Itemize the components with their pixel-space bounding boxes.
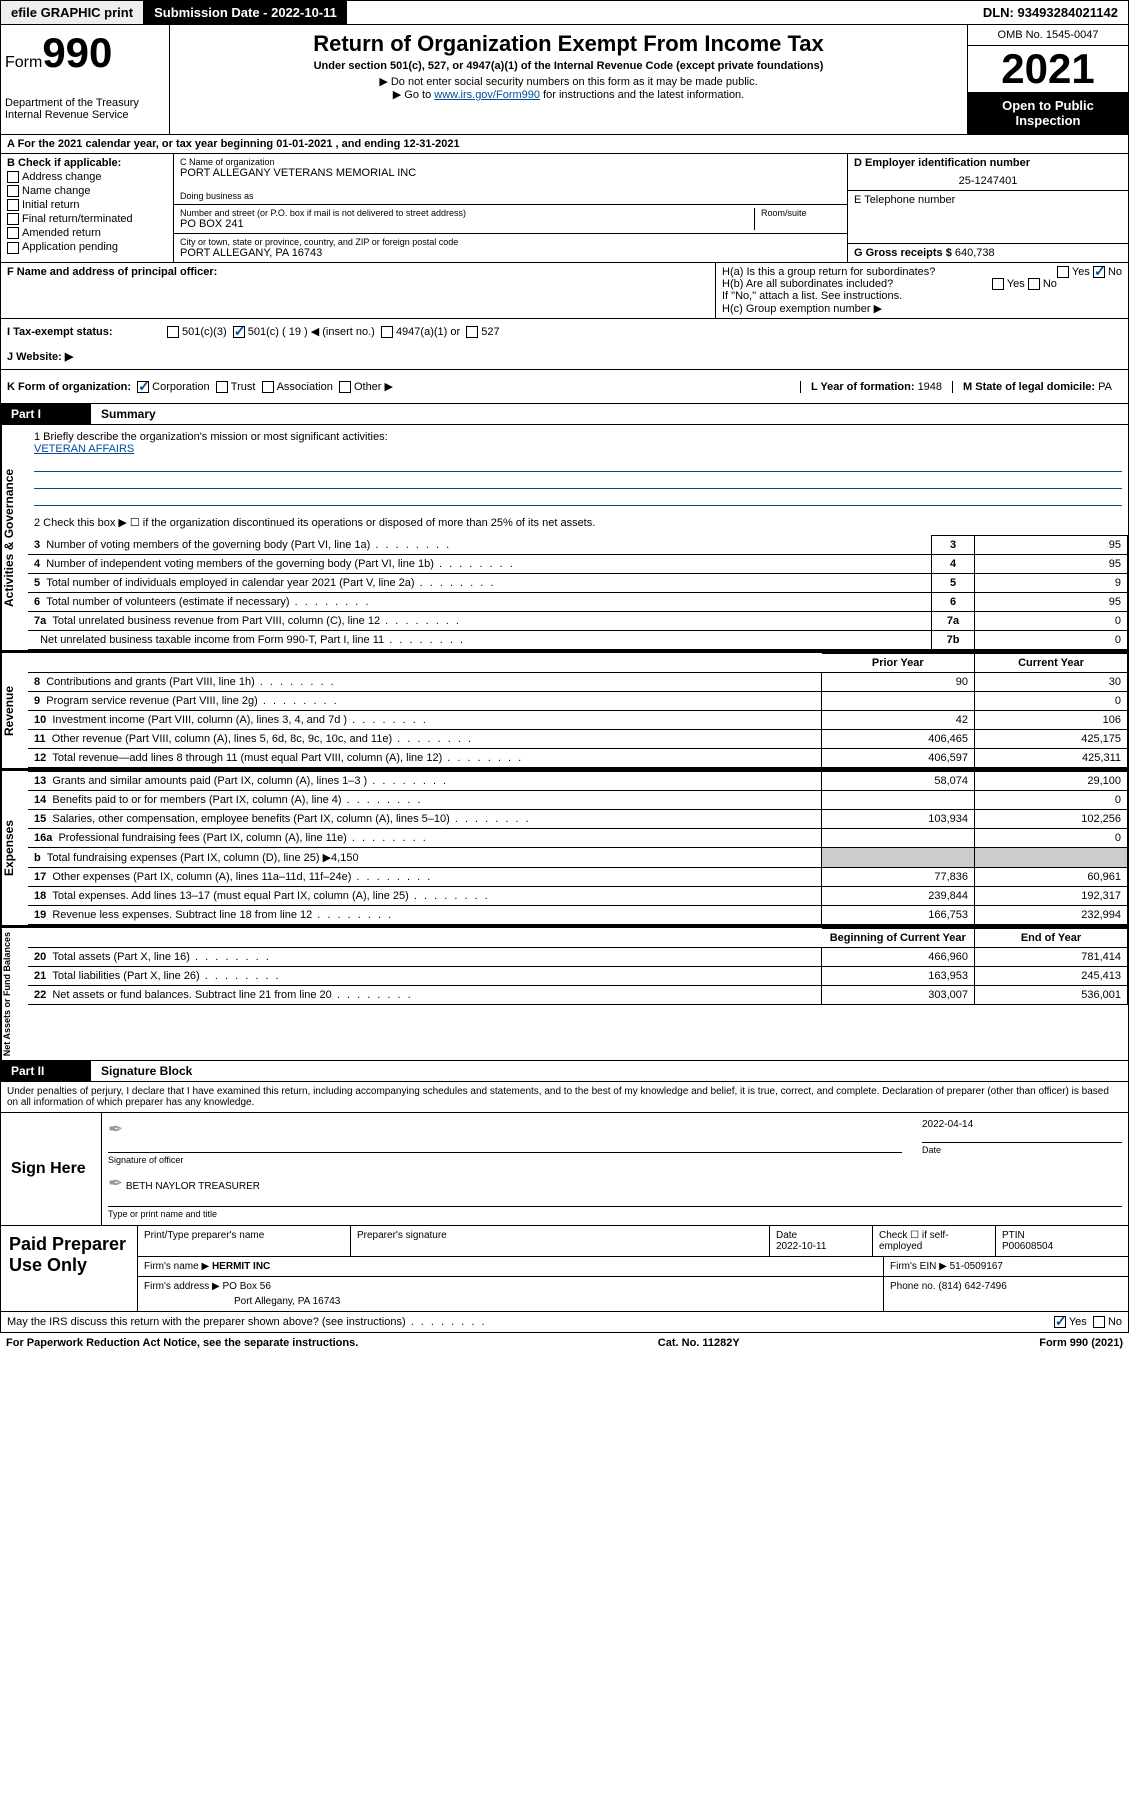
net-assets-table: Beginning of Current YearEnd of Year20 T… [28,928,1128,1005]
gross-label: G Gross receipts $ [854,247,952,259]
penalty-text: Under penalties of perjury, I declare th… [1,1082,1128,1112]
omb-number: OMB No. 1545-0047 [968,25,1128,46]
form-header: Form990 Department of the Treasury Inter… [0,25,1129,135]
form-subtitle-2: ▶ Do not enter social security numbers o… [176,75,961,88]
section-bcd: B Check if applicable: Address change Na… [0,154,1129,263]
city-value: PORT ALLEGANY, PA 16743 [180,247,841,259]
ha-line: H(a) Is this a group return for subordin… [722,266,1122,278]
cb-ha-yes[interactable] [1057,266,1069,278]
cb-discuss-yes[interactable] [1054,1316,1066,1328]
cb-hb-yes[interactable] [992,278,1004,290]
hb-line: H(b) Are all subordinates included? Yes … [722,278,1122,290]
governance-table: 3 Number of voting members of the govern… [28,535,1128,650]
col-b-checkboxes: B Check if applicable: Address change Na… [1,154,174,262]
cb-initial-return[interactable] [7,199,19,211]
cb-association[interactable] [262,381,274,393]
city-label: City or town, state or province, country… [180,237,841,247]
officer-name: BETH NAYLOR TREASURER [126,1181,260,1192]
cb-name-change[interactable] [7,185,19,197]
part1-header: Part I Summary [0,404,1129,425]
expenses-block: Expenses 13 Grants and similar amounts p… [0,769,1129,926]
mission-text[interactable]: VETERAN AFFAIRS [34,443,1122,455]
sign-here-label: Sign Here [1,1113,102,1225]
efile-button[interactable]: efile GRAPHIC print [1,1,144,24]
open-public-badge: Open to Public Inspection [968,92,1128,134]
hc-line: H(c) Group exemption number ▶ [722,302,1122,315]
cb-discuss-no[interactable] [1093,1316,1105,1328]
prep-self-employed: Check ☐ if self-employed [873,1226,996,1256]
vtab-expenses: Expenses [1,771,28,925]
officer-label: F Name and address of principal officer: [7,266,709,278]
name-title-label: Type or print name and title [108,1206,1122,1219]
irs-label: Internal Revenue Service [5,109,165,121]
dba-label: Doing business as [180,191,841,201]
paid-preparer-label: Paid Preparer Use Only [1,1226,138,1311]
cb-address-change[interactable] [7,171,19,183]
tax-year: 2021 [968,46,1128,92]
cb-corporation[interactable] [137,381,149,393]
form-subtitle-1: Under section 501(c), 527, or 4947(a)(1)… [176,60,961,72]
cb-application-pending[interactable] [7,242,19,254]
prep-name-label: Print/Type preparer's name [138,1226,351,1256]
cb-501c3[interactable] [167,326,179,338]
row-i-tax-status: I Tax-exempt status: 501(c)(3) 501(c) ( … [0,319,1129,344]
net-assets-block: Net Assets or Fund Balances Beginning of… [0,926,1129,1061]
cb-final-return[interactable] [7,213,19,225]
prep-date: Date2022-10-11 [770,1226,873,1256]
sig-date-label: Date [922,1142,1122,1155]
cb-other[interactable] [339,381,351,393]
cb-trust[interactable] [216,381,228,393]
section-fh: F Name and address of principal officer:… [0,263,1129,319]
part2-header: Part II Signature Block [0,1061,1129,1082]
street-label: Number and street (or P.O. box if mail i… [180,208,748,218]
cb-501c[interactable] [233,326,245,338]
row-k: K Form of organization: Corporation Trus… [0,370,1129,404]
row-j-website: J Website: ▶ [0,344,1129,370]
hb-note: If "No," attach a list. See instructions… [722,290,1122,302]
expenses-table: 13 Grants and similar amounts paid (Part… [28,771,1128,925]
org-name-label: C Name of organization [180,157,841,167]
ein-value: 25-1247401 [854,175,1122,187]
phone-label: E Telephone number [854,194,1122,206]
prep-sig-label: Preparer's signature [351,1226,770,1256]
vtab-net: Net Assets or Fund Balances [1,928,28,1060]
prep-ptin: PTINP00608504 [996,1226,1128,1256]
cb-527[interactable] [466,326,478,338]
mission-q2: 2 Check this box ▶ ☐ if the organization… [34,516,1122,529]
sig-date: 2022-04-14 [922,1119,1122,1130]
form-title: Return of Organization Exempt From Incom… [176,31,961,57]
dln: DLN: 93493284021142 [973,1,1128,24]
form-number: Form990 [5,29,165,77]
room-label: Room/suite [761,208,841,218]
signature-block: Under penalties of perjury, I declare th… [0,1082,1129,1226]
dept-treasury: Department of the Treasury [5,97,165,109]
footer: For Paperwork Reduction Act Notice, see … [0,1333,1129,1353]
irs-link[interactable]: www.irs.gov/Form990 [434,89,540,101]
governance-block: Activities & Governance 1 Briefly descri… [0,425,1129,651]
row-a-tax-year: A For the 2021 calendar year, or tax yea… [0,135,1129,154]
revenue-table: Prior YearCurrent Year8 Contributions an… [28,653,1128,768]
vtab-governance: Activities & Governance [1,425,28,650]
gross-value: 640,738 [955,247,995,259]
street-value: PO BOX 241 [180,218,748,230]
top-bar: efile GRAPHIC print Submission Date - 20… [0,0,1129,25]
cb-4947[interactable] [381,326,393,338]
sig-officer-label: Signature of officer [108,1152,902,1165]
revenue-block: Revenue Prior YearCurrent Year8 Contribu… [0,651,1129,769]
cb-ha-no[interactable] [1093,266,1105,278]
vtab-revenue: Revenue [1,653,28,768]
cb-hb-no[interactable] [1028,278,1040,290]
submission-date: Submission Date - 2022-10-11 [144,1,347,24]
discuss-row: May the IRS discuss this return with the… [0,1312,1129,1333]
org-name: PORT ALLEGANY VETERANS MEMORIAL INC [180,167,841,179]
ein-label: D Employer identification number [854,157,1122,169]
cb-amended-return[interactable] [7,227,19,239]
paid-preparer-block: Paid Preparer Use Only Print/Type prepar… [0,1226,1129,1312]
mission-q1: 1 Briefly describe the organization's mi… [34,431,1122,443]
form-subtitle-3: ▶ Go to www.irs.gov/Form990 for instruct… [176,88,961,101]
